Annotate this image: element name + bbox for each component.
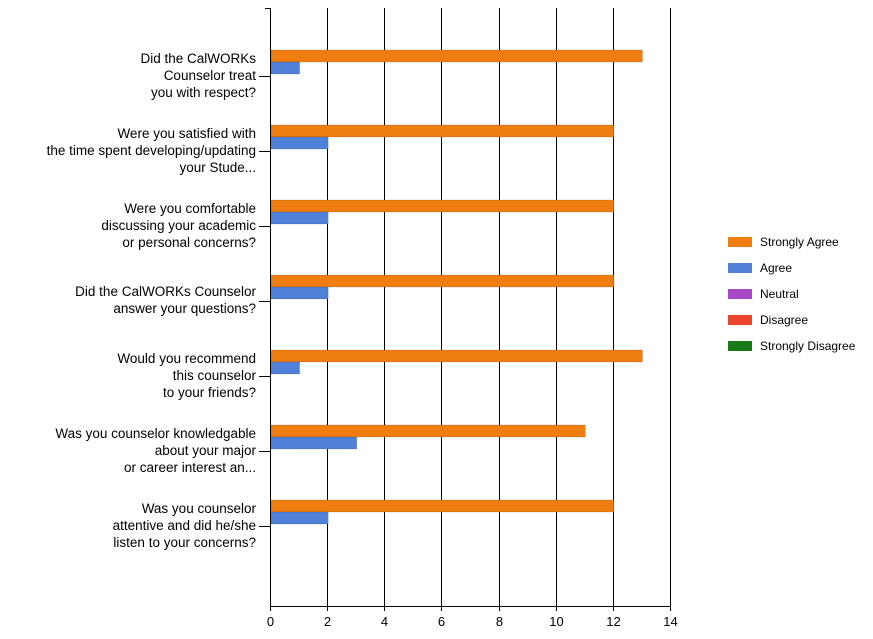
legend-swatch bbox=[728, 315, 752, 325]
category-label-line: Were you satisfied with bbox=[117, 126, 256, 141]
category-label: Would you recommend this counselor to your… bbox=[117, 351, 256, 400]
category-label-line: Would you recommend bbox=[117, 351, 256, 366]
legend: Strongly Agree Agree Neutral Disagree Strong… bbox=[728, 235, 856, 353]
legend-label: Strongly Agree bbox=[760, 235, 839, 249]
x-tick-label: 6 bbox=[438, 614, 445, 629]
category-label: Was you counselor attentive and did he/sh… bbox=[113, 501, 257, 550]
category-label-line: about your major bbox=[155, 443, 257, 458]
category-label-line: this counselor bbox=[173, 368, 257, 383]
legend-swatch bbox=[728, 263, 752, 273]
bar-agree bbox=[270, 286, 329, 300]
category-label-line: Did the CalWORKs bbox=[140, 51, 256, 66]
category-label-line: to your friends? bbox=[163, 385, 256, 400]
legend-label: Neutral bbox=[760, 287, 799, 301]
bar-agree bbox=[270, 211, 329, 225]
bar-agree bbox=[270, 511, 329, 525]
gridlines bbox=[327, 8, 671, 606]
bar-strongly-agree bbox=[270, 49, 643, 63]
legend-swatch bbox=[728, 289, 752, 299]
x-tick-label: 0 bbox=[267, 614, 274, 629]
legend-label: Strongly Disagree bbox=[760, 339, 856, 353]
x-tick-label: 2 bbox=[324, 614, 331, 629]
x-tick-label: 8 bbox=[496, 614, 503, 629]
x-tick-label: 4 bbox=[381, 614, 388, 629]
category-label-line: or personal concerns? bbox=[122, 235, 256, 250]
category-label-line: listen to your concerns? bbox=[113, 535, 256, 550]
category-label: Were you comfortable discussing your acad… bbox=[101, 201, 256, 250]
category-label-line: discussing your academic bbox=[101, 218, 256, 233]
category-label-line: Was you counselor bbox=[142, 501, 257, 516]
category-label-line: Counselor treat bbox=[164, 68, 257, 83]
category-label-line: Did the CalWORKs Counselor bbox=[75, 284, 256, 299]
bar-strongly-agree bbox=[270, 424, 586, 438]
bars bbox=[270, 49, 643, 525]
bar-agree bbox=[270, 436, 357, 450]
bar-agree bbox=[270, 361, 300, 375]
x-tick-label: 10 bbox=[549, 614, 563, 629]
x-tick-label: 12 bbox=[606, 614, 620, 629]
axes bbox=[259, 8, 671, 611]
bar-strongly-agree bbox=[270, 499, 615, 513]
category-label-line: or career interest an... bbox=[124, 460, 256, 475]
legend-swatch bbox=[728, 237, 752, 247]
legend-swatch bbox=[728, 341, 752, 351]
category-label-line: Were you comfortable bbox=[124, 201, 256, 216]
legend-label: Agree bbox=[760, 261, 792, 275]
x-tick-label: 14 bbox=[663, 614, 677, 629]
category-label-line: attentive and did he/she bbox=[113, 518, 256, 533]
category-labels: Did the CalWORKs Counselor treat you with … bbox=[47, 51, 257, 550]
bar-strongly-agree bbox=[270, 274, 615, 288]
category-label: Were you satisfied with the time spent de… bbox=[47, 126, 256, 175]
category-label: Was you counselor knowledgable about your… bbox=[55, 426, 256, 475]
category-label-line: Was you counselor knowledgable bbox=[55, 426, 256, 441]
category-label-line: your Stude... bbox=[179, 160, 256, 175]
bar-strongly-agree bbox=[270, 349, 643, 363]
category-label-line: you with respect? bbox=[151, 85, 256, 100]
bar-agree bbox=[270, 61, 300, 75]
legend-label: Disagree bbox=[760, 313, 808, 327]
category-label-line: the time spent developing/updating bbox=[47, 143, 256, 158]
category-label: Did the CalWORKs Counselor treat you with … bbox=[140, 51, 256, 100]
category-label: Did the CalWORKs Counselor answer your qu… bbox=[75, 284, 256, 316]
bar-strongly-agree bbox=[270, 124, 615, 138]
bar-agree bbox=[270, 136, 329, 150]
category-label-line: answer your questions? bbox=[113, 301, 256, 316]
bar-strongly-agree bbox=[270, 199, 615, 213]
tick-labels: 0 2 4 6 8 10 12 14 bbox=[267, 614, 678, 629]
